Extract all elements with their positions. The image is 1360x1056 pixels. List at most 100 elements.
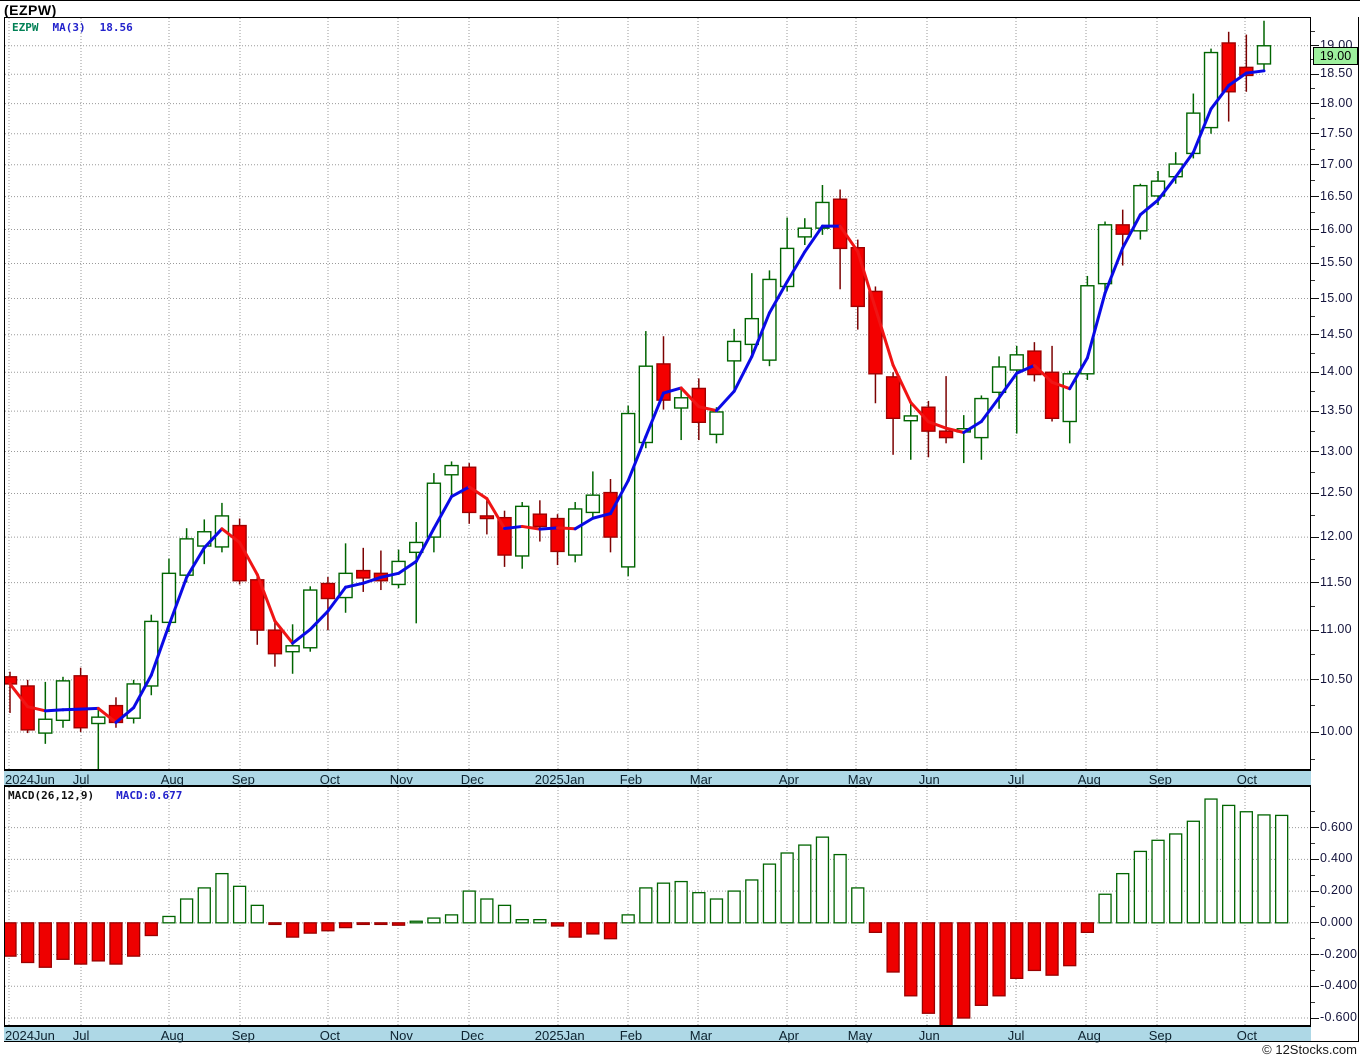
price-axis-minor-tick [1311, 315, 1315, 317]
macd-bars [5, 798, 1289, 1025]
month-label: May [847, 772, 873, 787]
price-axis-minor-tick [1311, 88, 1315, 90]
price-axis-tick [1311, 451, 1319, 452]
price-axis-tick [1311, 45, 1319, 47]
symbol-label: EZPW [12, 21, 39, 34]
month-label: Sep [231, 1028, 255, 1043]
price-axis-tick [1311, 536, 1319, 538]
price-axis-tick [1311, 679, 1319, 681]
macd-axis-label: 0.000 [1320, 914, 1353, 929]
macd-axis-tick [1311, 922, 1319, 924]
price-axis-label: 11.50 [1320, 574, 1352, 589]
month-label: Mar [689, 1028, 713, 1043]
month-label: Aug [160, 772, 184, 787]
main-price-chart-frame [4, 17, 1311, 770]
month-label: Feb [619, 1028, 643, 1043]
month-axis-bottom: 2024Jun Jul Aug Sep Oct Nov Dec 2025Jan Feb Mar Ap… [4, 1026, 1311, 1043]
price-axis-label: 12.00 [1320, 529, 1353, 544]
month-label: Aug [1077, 772, 1101, 787]
price-axis-tick [1311, 103, 1319, 105]
price-axis-label: 13.50 [1320, 403, 1353, 418]
price-axis-label: 18.00 [1320, 95, 1353, 110]
price-axis-tick [1311, 334, 1319, 336]
price-axis-tick [1311, 229, 1319, 230]
price-axis-label: 16.50 [1320, 188, 1353, 203]
price-axis-minor-tick [1311, 352, 1315, 354]
month-label: Jul [1007, 1028, 1025, 1043]
month-label: 2024Jun [5, 1028, 55, 1043]
month-label: Aug [160, 1028, 184, 1043]
price-axis-label: 10.00 [1320, 724, 1353, 739]
macd-axis-label: 0.600 [1320, 819, 1353, 834]
price-axis-label: 10.50 [1320, 671, 1353, 686]
macd-axis-tick [1311, 858, 1319, 860]
price-axis-tick [1311, 371, 1319, 373]
macd-panel-frame [4, 786, 1311, 1026]
macd-axis-minor-tick [1311, 906, 1315, 908]
price-axis-minor-tick [1311, 514, 1315, 516]
month-label: Apr [778, 1028, 799, 1043]
month-label: Oct [1236, 772, 1257, 787]
price-axis-minor-tick [1311, 758, 1315, 760]
price-axis-label: 15.00 [1320, 290, 1353, 305]
month-label: Sep [1148, 1028, 1172, 1043]
month-label: Aug [1077, 1028, 1101, 1043]
price-axis-tick [1311, 164, 1319, 166]
macd-legend: MACD(26,12,9) MACD:0.677 [8, 789, 182, 802]
month-label: Jun [918, 1028, 940, 1043]
price-axis-tick [1311, 262, 1319, 264]
month-label: 2024Jun [5, 772, 55, 787]
candles [5, 20, 1272, 769]
month-label: Oct [319, 1028, 340, 1043]
month-label: Feb [619, 772, 643, 787]
page-title: (EZPW) [4, 2, 57, 18]
macd-axis-tick [1311, 954, 1319, 956]
macd-axis-tick [1311, 985, 1319, 987]
month-label: 2025Jan [534, 772, 585, 787]
price-axis-label: 15.50 [1320, 255, 1353, 270]
price-axis-tick [1311, 73, 1319, 75]
macd-histogram [5, 787, 1310, 1025]
month-label: Mar [689, 772, 713, 787]
candlestick-chart [5, 18, 1310, 769]
macd-axis-minor-tick [1311, 874, 1315, 876]
macd-axis-label: -0.600 [1320, 1010, 1358, 1025]
price-axis-minor-tick [1311, 559, 1315, 561]
month-label: Jun [918, 772, 940, 787]
month-label: Oct [1236, 1028, 1257, 1043]
price-axis-tick [1311, 133, 1319, 135]
price-axis-tick [1311, 731, 1319, 733]
price-axis-label: 16.00 [1320, 221, 1353, 236]
macd-axis-minor-tick [1311, 842, 1315, 844]
price-axis-minor-tick [1311, 118, 1315, 120]
month-label: Jul [72, 772, 90, 787]
month-label: Jul [72, 1028, 90, 1043]
price-axis-minor-tick [1311, 705, 1315, 707]
price-axis-minor-tick [1311, 148, 1315, 150]
month-label: Nov [389, 1028, 413, 1043]
month-axis-top: 2024Jun Jul Aug Sep Oct Nov Dec 2025Jan Feb Mar Ap… [4, 770, 1311, 787]
month-label: Sep [231, 772, 255, 787]
macd-axis-tick [1311, 1017, 1319, 1019]
macd-axis-tick [1311, 827, 1319, 829]
macd-axis-label: -0.400 [1320, 978, 1358, 993]
price-axis-minor-tick [1311, 471, 1315, 473]
ma-label: MA(3) [52, 21, 86, 34]
watermark: © 12Stocks.com [1262, 1042, 1357, 1056]
price-axis-tick [1311, 298, 1319, 299]
macd-axis-label: 0.400 [1320, 851, 1353, 866]
macd-axis-minor-tick [1311, 969, 1315, 971]
month-label: Nov [389, 772, 413, 787]
price-axis-tick [1311, 629, 1319, 631]
month-label: Sep [1148, 772, 1172, 787]
price-axis-label: 14.50 [1320, 326, 1353, 341]
price-axis-minor-tick [1311, 391, 1315, 393]
price-axis-minor-tick [1311, 430, 1315, 432]
price-axis: 19.00 18.50 18.00 17.50 17.00 16.50 16.00 15.50… [1311, 17, 1359, 786]
main-chart-legend: EZPW MA(3) 18.56 [12, 21, 133, 34]
ma3-line [8, 69, 1266, 724]
price-axis-label: 18.50 [1320, 66, 1353, 81]
price-axis-minor-tick [1311, 245, 1315, 247]
macd-axis-minor-tick [1311, 811, 1315, 813]
